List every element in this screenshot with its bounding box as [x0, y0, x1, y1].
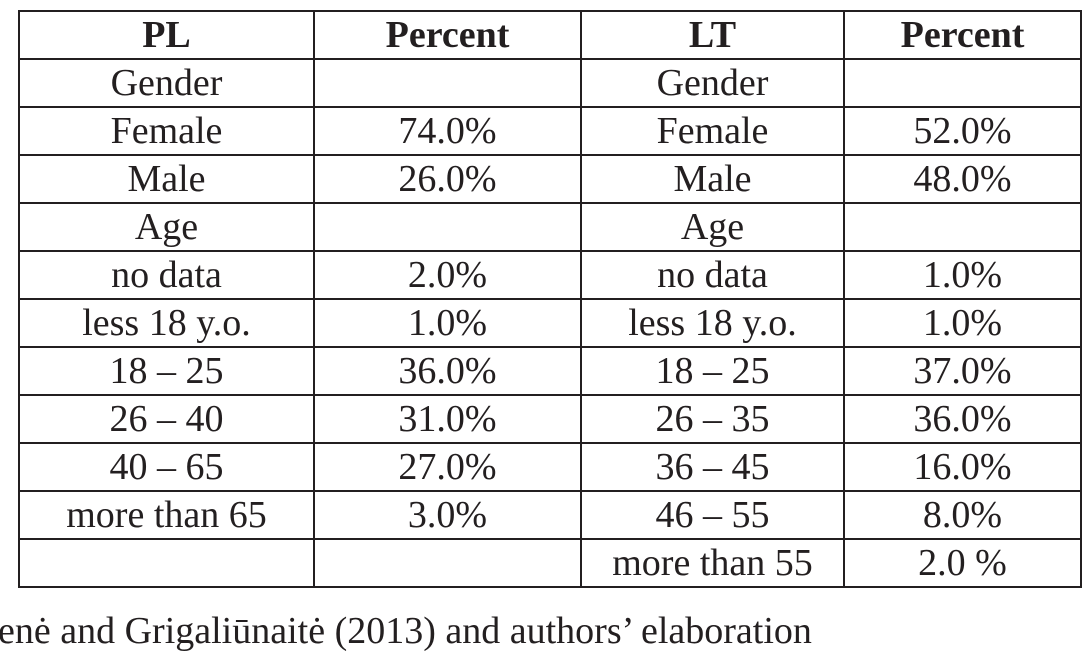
table-cell: Gender	[580, 58, 845, 108]
table-cell: 46 – 55	[580, 490, 845, 540]
table-cell: 26 – 35	[580, 394, 845, 444]
table-cell: Gender	[18, 58, 315, 108]
source-note: enė and Grigaliūnaitė (2013) and authors…	[0, 610, 812, 652]
table-cell: 26.0%	[313, 154, 582, 204]
table-cell: Age	[580, 202, 845, 252]
table-cell: 36.0%	[843, 394, 1082, 444]
table-row: Female 74.0% Female 52.0%	[18, 106, 1082, 156]
table-cell: 31.0%	[313, 394, 582, 444]
table-cell: no data	[18, 250, 315, 300]
table-cell: 27.0%	[313, 442, 582, 492]
table-row: Gender Gender	[18, 58, 1082, 108]
header-row: PL Percent LT Percent	[18, 10, 1082, 60]
table-cell: 2.0%	[313, 250, 582, 300]
table-cell: 52.0%	[843, 106, 1082, 156]
table-cell: 18 – 25	[18, 346, 315, 396]
table-row: 40 – 65 27.0% 36 – 45 16.0%	[18, 442, 1082, 492]
table-row: more than 65 3.0% 46 – 55 8.0%	[18, 490, 1082, 540]
table-cell: 1.0%	[843, 250, 1082, 300]
table-cell: 36.0%	[313, 346, 582, 396]
empty-cell	[313, 538, 582, 588]
table-cell: more than 65	[18, 490, 315, 540]
table-cell: Female	[580, 106, 845, 156]
table-cell: no data	[580, 250, 845, 300]
table-cell: 26 – 40	[18, 394, 315, 444]
table-cell: Male	[580, 154, 845, 204]
table-row: 18 – 25 36.0% 18 – 25 37.0%	[18, 346, 1082, 396]
empty-cell	[313, 202, 582, 252]
table-cell: 1.0%	[843, 298, 1082, 348]
table-row: Male 26.0% Male 48.0%	[18, 154, 1082, 204]
header-cell: Percent	[843, 10, 1082, 60]
table-cell: 18 – 25	[580, 346, 845, 396]
table-cell: Female	[18, 106, 315, 156]
empty-cell	[843, 58, 1082, 108]
table-cell: 3.0%	[313, 490, 582, 540]
table-row: Age Age	[18, 202, 1082, 252]
empty-cell	[843, 202, 1082, 252]
table-cell: more than 55	[580, 538, 845, 588]
table-cell: 2.0 %	[843, 538, 1082, 588]
table-cell: Age	[18, 202, 315, 252]
demographics-table: PL Percent LT Percent Gender Gender Female 74.…	[18, 10, 1082, 588]
table-cell: 40 – 65	[18, 442, 315, 492]
table-cell: 36 – 45	[580, 442, 845, 492]
table-body: Gender Gender Female 74.0% Female 52.0% Male 26…	[18, 58, 1082, 588]
header-cell: PL	[18, 10, 315, 60]
table-cell: less 18 y.o.	[580, 298, 845, 348]
table-row: less 18 y.o. 1.0% less 18 y.o. 1.0%	[18, 298, 1082, 348]
table-cell: 8.0%	[843, 490, 1082, 540]
table-cell: less 18 y.o.	[18, 298, 315, 348]
table-row: 26 – 40 31.0% 26 – 35 36.0%	[18, 394, 1082, 444]
table-cell: 74.0%	[313, 106, 582, 156]
header-cell: Percent	[313, 10, 582, 60]
table-cell: 16.0%	[843, 442, 1082, 492]
header-cell: LT	[580, 10, 845, 60]
empty-cell	[313, 58, 582, 108]
page: {"table": { "header": ["PL", "Percent", …	[0, 10, 1082, 652]
empty-cell	[18, 538, 315, 588]
table-row: more than 55 2.0 %	[18, 538, 1082, 588]
table-cell: 37.0%	[843, 346, 1082, 396]
table-row: no data 2.0% no data 1.0%	[18, 250, 1082, 300]
table-cell: 1.0%	[313, 298, 582, 348]
table-cell: Male	[18, 154, 315, 204]
table-cell: 48.0%	[843, 154, 1082, 204]
